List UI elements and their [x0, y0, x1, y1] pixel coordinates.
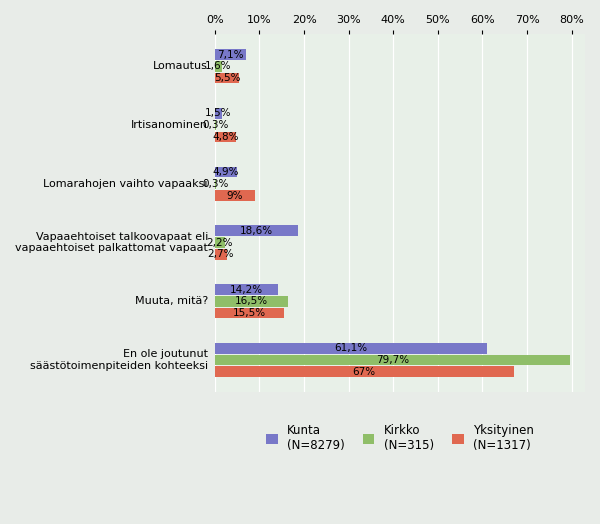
Text: 1,6%: 1,6% — [205, 61, 232, 71]
Text: 2,7%: 2,7% — [208, 249, 234, 259]
Text: 14,2%: 14,2% — [230, 285, 263, 294]
Bar — [215, 49, 247, 60]
Text: 9%: 9% — [227, 191, 243, 201]
Text: 16,5%: 16,5% — [235, 296, 268, 306]
Bar — [215, 73, 239, 83]
Text: 18,6%: 18,6% — [240, 226, 273, 236]
Text: 0,3%: 0,3% — [202, 120, 229, 130]
Bar — [215, 179, 216, 189]
Legend: Kunta
(N=8279), Kirkko
(N=315), Yksityinen
(N=1317): Kunta (N=8279), Kirkko (N=315), Yksityin… — [260, 418, 540, 458]
Text: 61,1%: 61,1% — [335, 343, 368, 353]
Text: 4,8%: 4,8% — [212, 132, 239, 142]
Bar — [215, 61, 222, 72]
Bar — [215, 132, 236, 142]
Bar — [215, 249, 227, 259]
Text: 0,3%: 0,3% — [202, 179, 229, 189]
Text: 2,2%: 2,2% — [206, 237, 233, 247]
Text: 5,5%: 5,5% — [214, 73, 241, 83]
Bar — [215, 225, 298, 236]
Bar — [215, 296, 289, 307]
Bar — [215, 108, 221, 118]
Bar — [215, 355, 570, 365]
Bar — [215, 308, 284, 318]
Text: 79,7%: 79,7% — [376, 355, 409, 365]
Text: 4,9%: 4,9% — [212, 167, 239, 177]
Bar — [215, 366, 514, 377]
Text: 15,5%: 15,5% — [233, 308, 266, 318]
Bar — [215, 284, 278, 295]
Bar — [215, 237, 224, 248]
Text: 67%: 67% — [353, 367, 376, 377]
Bar — [215, 343, 487, 354]
Text: 1,5%: 1,5% — [205, 108, 232, 118]
Bar — [215, 167, 236, 177]
Bar — [215, 190, 255, 201]
Text: 7,1%: 7,1% — [217, 50, 244, 60]
Bar — [215, 120, 216, 130]
